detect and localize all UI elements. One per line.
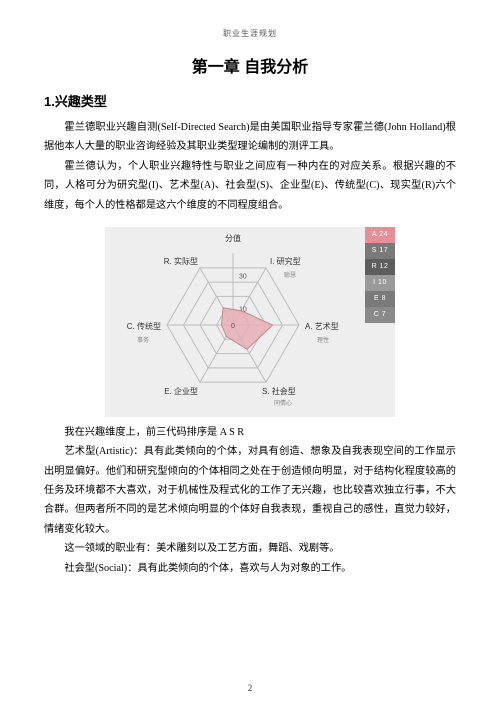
axis-label-C: C. 传统型 <box>127 321 161 332</box>
svg-text:30: 30 <box>239 273 247 280</box>
paragraph-2: 霍兰德认为，个人职业兴趣特性与职业之间应有一种内在的对应关系。根据兴趣的不同，人… <box>44 157 456 215</box>
running-head: 职业生涯规划 <box>44 28 456 39</box>
descriptor-3: 同情心 <box>274 398 292 407</box>
axis-label-I: I. 研究型 <box>270 256 301 267</box>
section-title: 1.兴趣类型 <box>44 91 456 110</box>
radar-figure: 10300 A 24S 17R 12I 10E 8C 7 分值 I. 研究型 A… <box>105 227 395 417</box>
paragraph-3: 我在兴趣维度上，前三代码排序是 A S R <box>44 423 456 442</box>
legend-item: A 24 <box>365 227 395 243</box>
axis-label-S: S. 社会型 <box>262 386 296 397</box>
axis-label-A: A. 艺术型 <box>305 321 339 332</box>
svg-text:0: 0 <box>231 323 235 330</box>
radar-figure-wrap: 10300 A 24S 17R 12I 10E 8C 7 分值 I. 研究型 A… <box>44 227 456 417</box>
legend-item: S 17 <box>365 243 395 259</box>
paragraph-6: 社会型(Social)：具有此类倾向的个体，喜欢与人为对象的工作。 <box>44 559 456 578</box>
axis-label-E: E. 企业型 <box>164 386 198 397</box>
descriptor-0: 聪慧 <box>284 270 296 279</box>
paragraph-1: 霍兰德职业兴趣自测(Self-Directed Search)是由美国职业指导专… <box>44 118 456 157</box>
legend-item: C 7 <box>365 307 395 323</box>
page-number: 2 <box>0 683 500 693</box>
chapter-title: 第一章 自我分析 <box>44 53 456 77</box>
descriptor-1: 理性 <box>317 335 329 344</box>
axis-label-R: R. 实际型 <box>164 256 198 267</box>
legend-item: I 10 <box>365 275 395 291</box>
page: 职业生涯规划 第一章 自我分析 1.兴趣类型 霍兰德职业兴趣自测(Self-Di… <box>0 0 500 707</box>
radar-legend: A 24S 17R 12I 10E 8C 7 <box>365 227 395 323</box>
axis-label-top: 分值 <box>225 233 241 244</box>
descriptor-2: 事务 <box>137 335 149 344</box>
paragraph-5: 这一领域的职业有：美术雕刻以及工艺方面，舞蹈、戏剧等。 <box>44 539 456 558</box>
legend-item: E 8 <box>365 291 395 307</box>
legend-item: R 12 <box>365 259 395 275</box>
paragraph-4: 艺术型(Artistic)：具有此类倾向的个体，对具有创造、想象及自我表现空间的… <box>44 442 456 539</box>
